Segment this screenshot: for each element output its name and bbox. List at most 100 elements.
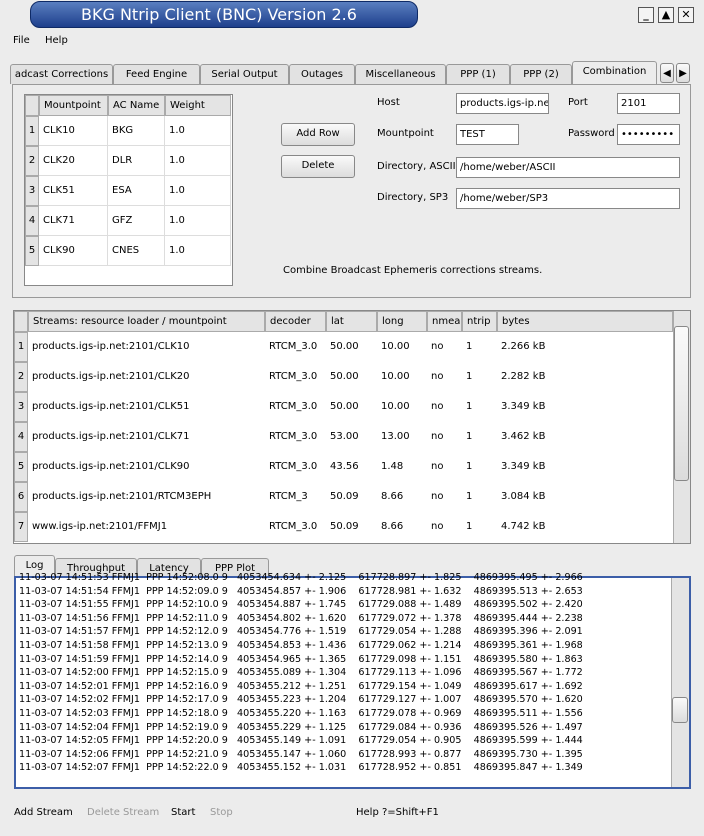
tab[interactable]: PPP (2) xyxy=(510,64,572,84)
column-header[interactable]: ntrip xyxy=(462,311,497,332)
table-cell[interactable]: 1.0 xyxy=(165,236,231,266)
menu-file[interactable]: File xyxy=(13,35,30,46)
table-cell[interactable]: no xyxy=(431,341,444,352)
tab[interactable]: PPP (1) xyxy=(446,64,510,84)
column-header[interactable]: decoder xyxy=(265,311,326,332)
table-cell[interactable]: 50.09 xyxy=(330,521,359,532)
table-cell[interactable]: 1 xyxy=(466,401,473,412)
table-cell[interactable]: 2.282 kB xyxy=(501,371,546,382)
tab-scroll-left[interactable]: ◀ xyxy=(660,63,674,83)
maximize-button[interactable]: ▲ xyxy=(658,7,674,23)
action-button[interactable]: Delete Stream xyxy=(87,807,160,818)
action-button[interactable]: Help ?=Shift+F1 xyxy=(356,807,439,818)
table-cell[interactable]: 50.00 xyxy=(330,371,359,382)
table-cell[interactable]: 1 xyxy=(466,521,473,532)
bottom-tab[interactable]: Log xyxy=(14,555,55,577)
button[interactable]: Delete xyxy=(281,155,355,178)
scroll-thumb[interactable] xyxy=(672,697,688,723)
table-cell[interactable]: 53.00 xyxy=(330,431,359,442)
bottom-tab[interactable]: Latency xyxy=(137,558,201,577)
table-cell[interactable]: RTCM_3.0 xyxy=(269,461,318,472)
table-cell[interactable]: RTCM_3.0 xyxy=(269,431,318,442)
table-cell[interactable]: CLK90 xyxy=(39,236,108,266)
table-cell[interactable]: RTCM_3.0 xyxy=(269,521,318,532)
table-cell[interactable]: ESA xyxy=(108,176,165,206)
table-cell[interactable]: 3.349 kB xyxy=(501,461,546,472)
column-header[interactable]: lat xyxy=(326,311,377,332)
table-cell[interactable]: products.igs-ip.net:2101/CLK51 xyxy=(32,401,190,412)
table-cell[interactable]: no xyxy=(431,401,444,412)
table-cell[interactable]: www.igs-ip.net:2101/FFMJ1 xyxy=(32,521,168,532)
tab[interactable]: Serial Output xyxy=(200,64,289,84)
table-cell[interactable]: 4.742 kB xyxy=(501,521,546,532)
text-input[interactable]: TEST xyxy=(456,124,519,145)
action-button[interactable]: Start xyxy=(171,807,196,818)
action-button[interactable]: Stop xyxy=(210,807,233,818)
table-cell[interactable]: 50.00 xyxy=(330,401,359,412)
table-cell[interactable]: 1.0 xyxy=(165,206,231,236)
table-cell[interactable]: CLK71 xyxy=(39,206,108,236)
scrollbar[interactable] xyxy=(671,578,689,787)
table-cell[interactable]: 43.56 xyxy=(330,461,359,472)
column-header[interactable]: Mountpoint xyxy=(39,95,108,116)
close-button[interactable]: ✕ xyxy=(678,7,694,23)
table-cell[interactable]: 3.349 kB xyxy=(501,401,546,412)
table-cell[interactable]: 1 xyxy=(466,341,473,352)
button[interactable]: Add Row xyxy=(281,123,355,146)
tab[interactable]: adcast Corrections xyxy=(10,64,113,84)
tab[interactable]: Combination xyxy=(572,61,657,85)
table-cell[interactable]: GFZ xyxy=(108,206,165,236)
column-header[interactable]: bytes xyxy=(497,311,673,332)
scroll-thumb[interactable] xyxy=(674,326,689,481)
table-cell[interactable]: no xyxy=(431,461,444,472)
text-input[interactable]: /home/weber/SP3 xyxy=(456,188,680,209)
table-cell[interactable]: 10.00 xyxy=(381,401,410,412)
text-input[interactable]: products.igs-ip.net xyxy=(456,93,549,114)
table-cell[interactable]: 13.00 xyxy=(381,431,410,442)
table-cell[interactable]: products.igs-ip.net:2101/CLK20 xyxy=(32,371,190,382)
text-input[interactable]: /home/weber/ASCII xyxy=(456,157,680,178)
table-cell[interactable]: CLK10 xyxy=(39,116,108,146)
tab[interactable]: Feed Engine xyxy=(113,64,200,84)
table-cell[interactable]: no xyxy=(431,431,444,442)
table-cell[interactable]: products.igs-ip.net:2101/CLK10 xyxy=(32,341,190,352)
tab[interactable]: Miscellaneous xyxy=(355,64,446,84)
table-cell[interactable]: 3.462 kB xyxy=(501,431,546,442)
text-input[interactable]: 2101 xyxy=(617,93,680,114)
column-header[interactable]: Streams: resource loader / mountpoint xyxy=(28,311,265,332)
table-cell[interactable]: CLK51 xyxy=(39,176,108,206)
tab[interactable]: Outages xyxy=(289,64,355,84)
table-cell[interactable]: RTCM_3.0 xyxy=(269,401,318,412)
table-cell[interactable]: RTCM_3 xyxy=(269,491,308,502)
minimize-button[interactable]: _ xyxy=(638,7,654,23)
table-cell[interactable]: 1 xyxy=(466,491,473,502)
table-cell[interactable]: 2.266 kB xyxy=(501,341,546,352)
table-cell[interactable]: DLR xyxy=(108,146,165,176)
table-cell[interactable]: CNES xyxy=(108,236,165,266)
tab-scroll-right[interactable]: ▶ xyxy=(676,63,690,83)
table-cell[interactable]: no xyxy=(431,371,444,382)
table-cell[interactable]: 1.0 xyxy=(165,176,231,206)
table-cell[interactable]: 10.00 xyxy=(381,341,410,352)
column-header[interactable]: Weight xyxy=(165,95,231,116)
column-header[interactable]: long xyxy=(377,311,427,332)
action-button[interactable]: Add Stream xyxy=(14,807,73,818)
table-cell[interactable]: 3.084 kB xyxy=(501,491,546,502)
table-cell[interactable]: RTCM_3.0 xyxy=(269,341,318,352)
text-input[interactable]: ••••••••• xyxy=(617,124,680,145)
table-cell[interactable]: 1.0 xyxy=(165,146,231,176)
table-cell[interactable]: BKG xyxy=(108,116,165,146)
table-cell[interactable]: 50.00 xyxy=(330,341,359,352)
table-cell[interactable]: RTCM_3.0 xyxy=(269,371,318,382)
table-cell[interactable]: 1 xyxy=(466,371,473,382)
table-cell[interactable]: 1 xyxy=(466,431,473,442)
table-cell[interactable]: 1.48 xyxy=(381,461,404,472)
table-cell[interactable]: 10.00 xyxy=(381,371,410,382)
table-cell[interactable]: CLK20 xyxy=(39,146,108,176)
table-cell[interactable]: 8.66 xyxy=(381,491,404,502)
table-cell[interactable]: products.igs-ip.net:2101/CLK71 xyxy=(32,431,190,442)
table-cell[interactable]: products.igs-ip.net:2101/RTCM3EPH xyxy=(32,491,212,502)
bottom-tab[interactable]: Throughput xyxy=(55,558,137,577)
table-cell[interactable]: 1.0 xyxy=(165,116,231,146)
menu-help[interactable]: Help xyxy=(45,35,68,46)
